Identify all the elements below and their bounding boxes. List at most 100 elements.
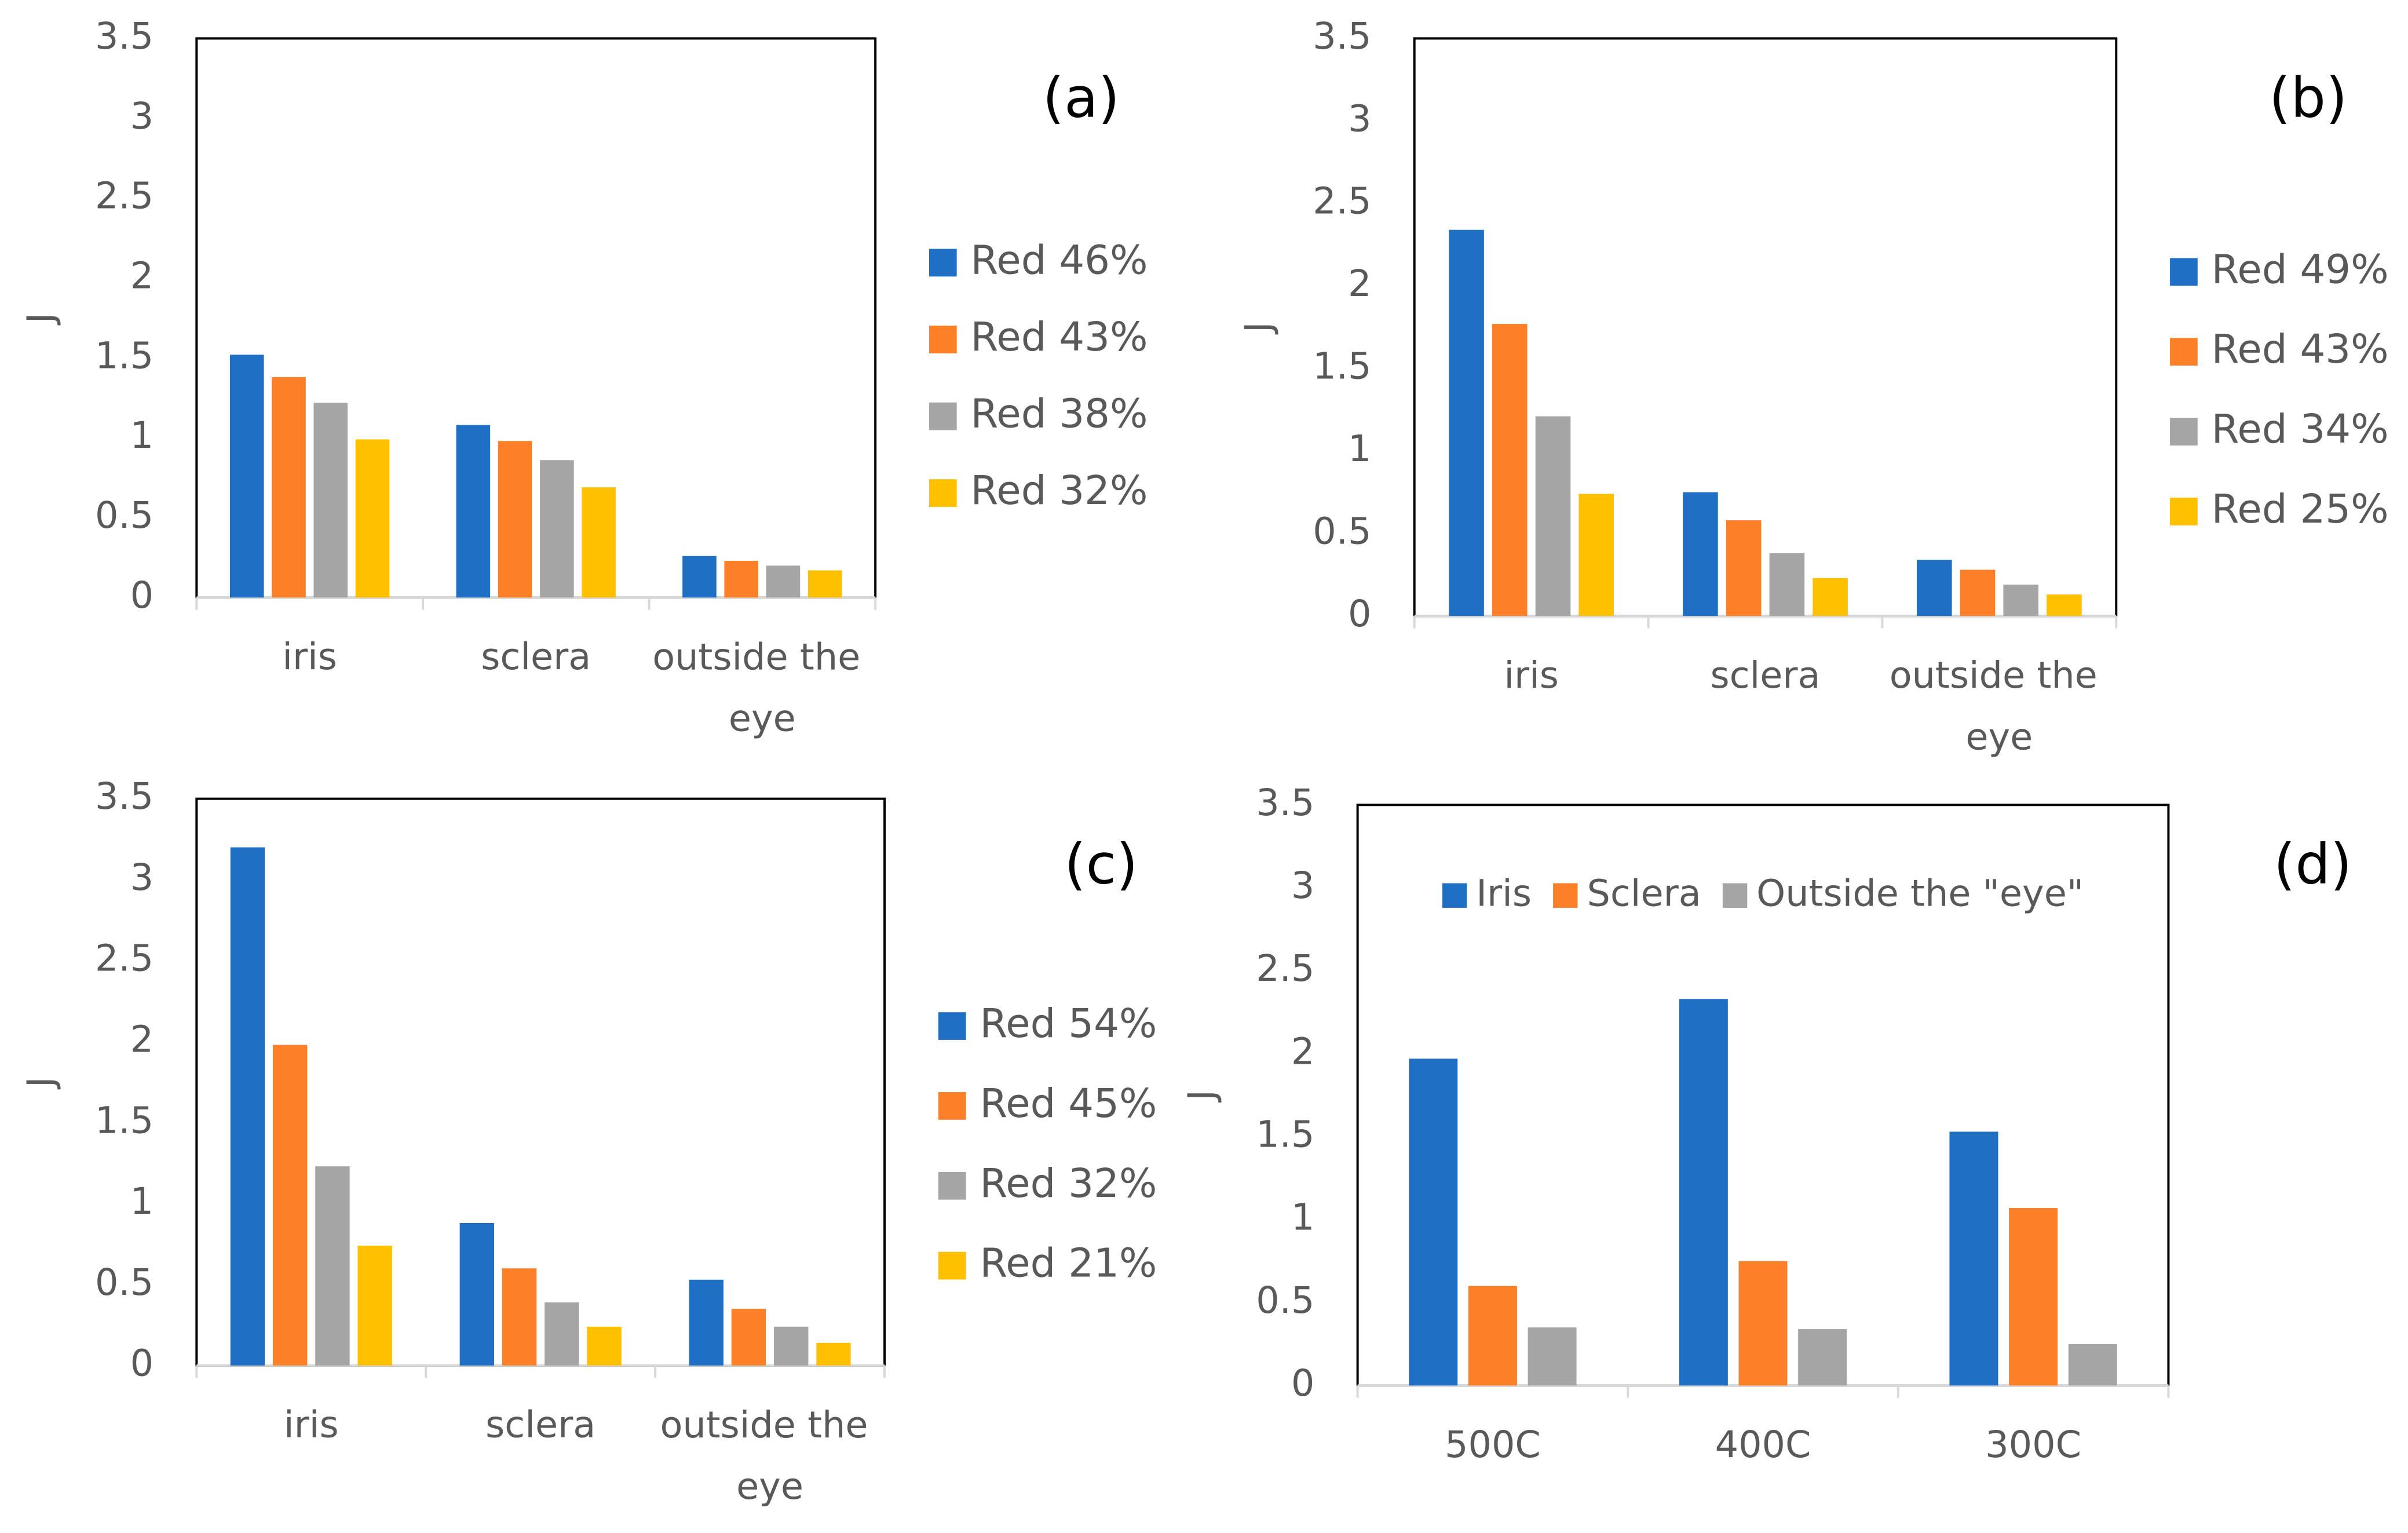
y-tick-label: 1 xyxy=(1348,428,1371,470)
panel-label: (a) xyxy=(1043,65,1120,130)
bar xyxy=(731,1309,766,1366)
y-tick-label: 3.5 xyxy=(95,775,154,818)
bar xyxy=(1492,324,1528,616)
legend-label: Red 45% xyxy=(980,1081,1157,1127)
bar xyxy=(1769,553,1805,616)
legend-swatch xyxy=(1442,883,1467,908)
bar xyxy=(315,1166,350,1366)
x-tick-label: outside the eye xyxy=(1890,654,2109,758)
y-tick-label: 2 xyxy=(130,255,154,298)
bar xyxy=(1578,494,1614,616)
bar xyxy=(807,570,842,598)
bar xyxy=(2047,594,2082,616)
legend-swatch xyxy=(929,326,957,353)
legend-label: Red 21% xyxy=(980,1240,1157,1287)
y-tick-label: 3.5 xyxy=(95,15,154,58)
bar xyxy=(1528,1327,1577,1386)
y-axis-label: J xyxy=(20,312,63,326)
y-tick-label: 0.5 xyxy=(1313,510,1371,553)
legend-swatch xyxy=(938,1092,966,1120)
x-tick-label: sclera xyxy=(481,636,591,678)
y-tick-label: 1 xyxy=(130,1180,154,1223)
legend-swatch xyxy=(2170,498,2198,525)
legend-swatch xyxy=(938,1251,966,1280)
y-tick-label: 3 xyxy=(130,95,154,138)
bar xyxy=(682,556,717,598)
bar xyxy=(357,1246,392,1366)
y-tick-label: 3.5 xyxy=(1256,782,1314,824)
bar xyxy=(229,355,264,598)
bar xyxy=(1949,1132,1998,1386)
x-tick-label: iris xyxy=(284,1404,339,1447)
bar xyxy=(313,402,348,598)
bar xyxy=(272,377,306,598)
legend-swatch xyxy=(2170,338,2198,366)
bar xyxy=(498,441,532,598)
y-tick-label: 2 xyxy=(1291,1030,1314,1073)
legend-swatch xyxy=(2170,258,2198,286)
y-tick-label: 2.5 xyxy=(1256,947,1314,990)
bar xyxy=(1726,520,1762,616)
y-tick-label: 3 xyxy=(130,856,154,899)
y-tick-label: 0 xyxy=(130,574,154,617)
bar xyxy=(774,1326,809,1366)
legend-swatch xyxy=(938,1171,966,1200)
legend-swatch xyxy=(1553,883,1578,908)
legend-label: Red 43% xyxy=(2212,326,2389,373)
legend-label: Red 38% xyxy=(971,391,1148,437)
y-tick-label: 0.5 xyxy=(95,494,154,537)
legend-label: Red 43% xyxy=(971,314,1148,360)
x-tick-label: 500C xyxy=(1445,1424,1541,1466)
panel-label: (b) xyxy=(2269,65,2347,130)
y-tick-label: 2 xyxy=(1348,262,1371,305)
bar xyxy=(272,1045,308,1366)
legend-swatch xyxy=(929,402,957,430)
x-tick-label: sclera xyxy=(485,1404,595,1447)
legend: Iris Sclera Outside the "eye" xyxy=(1442,872,2084,915)
bar xyxy=(724,560,759,598)
legend-swatch xyxy=(1722,883,1748,908)
bar xyxy=(582,487,616,598)
x-tick-label: outside the eye xyxy=(652,636,872,740)
y-tick-label: 1 xyxy=(130,414,154,457)
y-tick-label: 2.5 xyxy=(1313,180,1371,223)
bar xyxy=(1468,1286,1517,1386)
bar xyxy=(1813,578,1848,616)
y-axis-label: J xyxy=(20,1076,63,1090)
bar xyxy=(587,1326,622,1366)
y-tick-label: 0 xyxy=(1348,593,1371,636)
bar xyxy=(540,460,574,598)
bar xyxy=(1738,1261,1788,1386)
bar xyxy=(1409,1058,1458,1386)
x-tick-label: outside the eye xyxy=(660,1404,879,1508)
y-tick-label: 2 xyxy=(130,1019,154,1061)
legend-label: Red 46% xyxy=(971,237,1148,283)
y-tick-label: 3 xyxy=(1291,864,1314,907)
y-tick-label: 0.5 xyxy=(1256,1279,1314,1322)
bar xyxy=(456,425,491,598)
y-tick-label: 2.5 xyxy=(95,175,154,218)
legend-swatch xyxy=(938,1012,966,1040)
legend-label: Red 34% xyxy=(2212,406,2389,452)
legend-label: Outside the "eye" xyxy=(1756,872,2084,915)
y-tick-label: 3 xyxy=(1348,97,1371,140)
legend-swatch xyxy=(929,479,957,507)
y-tick-label: 2.5 xyxy=(95,937,154,980)
bar xyxy=(502,1268,537,1366)
bar xyxy=(2009,1208,2058,1386)
y-tick-label: 0 xyxy=(1291,1362,1314,1405)
bar xyxy=(459,1222,495,1366)
x-tick-label: iris xyxy=(1504,654,1559,697)
x-tick-label: 400C xyxy=(1715,1424,1811,1466)
bar xyxy=(545,1302,579,1366)
bar xyxy=(689,1279,724,1366)
bar xyxy=(1535,416,1571,616)
panel-label: (c) xyxy=(1064,831,1138,896)
x-tick-label: 300C xyxy=(1985,1424,2081,1466)
bar xyxy=(2068,1344,2117,1386)
legend-label: Red 54% xyxy=(980,1001,1157,1047)
bar xyxy=(1798,1329,1847,1386)
y-axis-label: J xyxy=(1181,1090,1223,1103)
